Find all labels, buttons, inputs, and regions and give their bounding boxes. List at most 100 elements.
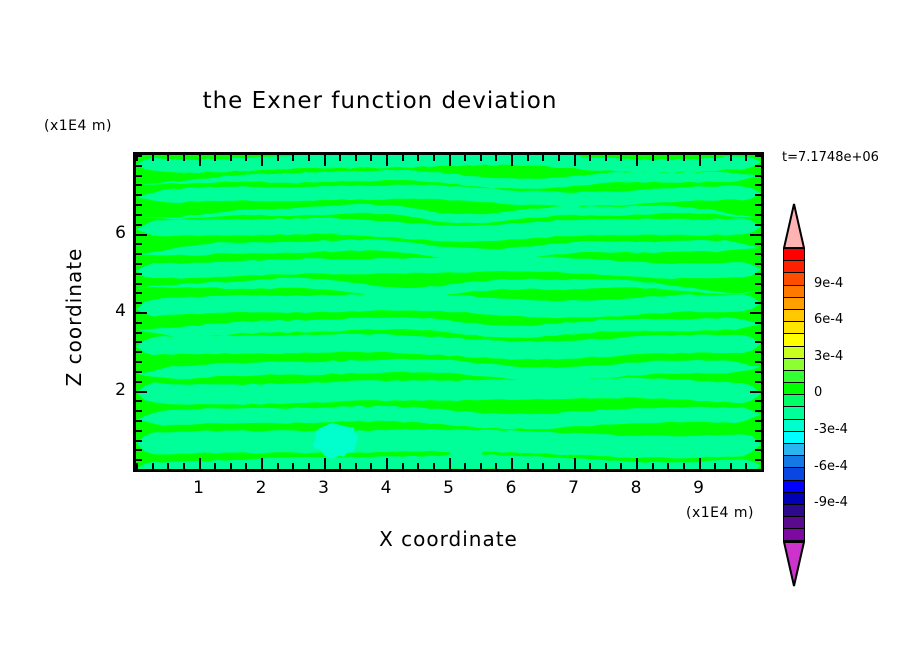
contour-band (136, 255, 761, 279)
colorbar-label: -3e-4 (814, 422, 848, 437)
tick-y-left (136, 262, 142, 265)
tick-y-left (136, 174, 142, 177)
colorbar-swatch (783, 272, 805, 285)
tick-x-bottom (464, 463, 467, 469)
tick-x-top (573, 155, 576, 166)
tick-y-left (136, 184, 142, 187)
tick-x-bottom (667, 463, 670, 469)
tick-y-left (136, 194, 142, 197)
x-axis-unit-label: (x1E4 m) (686, 505, 754, 521)
contour-band (136, 358, 761, 382)
tick-y-left (136, 272, 142, 275)
tick-y-left (136, 390, 147, 393)
colorbar-swatch (783, 284, 805, 297)
tick-y-left (136, 429, 142, 432)
tick-y-left (136, 419, 142, 422)
tick-x-bottom (636, 458, 638, 469)
tick-y-left (136, 331, 142, 334)
tick-x-top (542, 155, 545, 161)
tick-x-top (276, 155, 279, 161)
x-tick-label: 4 (380, 478, 392, 498)
tick-x-bottom (589, 463, 592, 469)
colorbar-top-arrow (783, 203, 805, 249)
colorbar-swatch (783, 418, 805, 431)
tick-y-right (755, 213, 761, 216)
tick-y-left (136, 469, 142, 471)
tick-y-right (750, 312, 761, 314)
colorbar-label: 6e-4 (814, 312, 844, 328)
tick-x-top (198, 155, 201, 166)
tick-x-bottom (682, 463, 685, 469)
colorbar-label: -6e-4 (814, 458, 848, 474)
tick-y-left (136, 282, 142, 285)
tick-x-bottom (729, 463, 732, 469)
contour-field (136, 155, 761, 469)
tick-x-bottom (182, 463, 185, 469)
tick-x-top (479, 155, 482, 161)
tick-y-right (755, 469, 761, 471)
tick-x-top (417, 155, 420, 161)
colorbar-swatch (783, 516, 805, 529)
x-tick-label: 1 (193, 478, 204, 498)
tick-y-left (136, 312, 147, 314)
colorbar-swatch (783, 443, 805, 456)
tick-y-left (136, 351, 142, 354)
tick-y-right (755, 370, 761, 373)
tick-y-right (750, 233, 761, 236)
y-tick-label: 2 (115, 379, 126, 400)
tick-x-bottom (245, 463, 248, 469)
tick-x-top (464, 155, 467, 161)
colorbar-label: 9e-4 (814, 275, 844, 291)
colorbar-swatch (783, 406, 805, 419)
tick-y-left (136, 400, 142, 403)
x-tick-label: 8 (630, 478, 642, 498)
colorbar-swatch (783, 369, 805, 383)
tick-y-right (750, 390, 761, 393)
tick-x-top (292, 155, 295, 161)
colorbar-swatch (783, 296, 805, 309)
x-axis-title: X coordinate (379, 527, 518, 551)
tick-y-left (136, 459, 142, 462)
colorbar-swatch (783, 430, 805, 443)
tick-x-bottom (714, 463, 717, 469)
tick-x-top (261, 155, 263, 166)
tick-y-left (136, 213, 142, 216)
tick-y-right (755, 449, 761, 452)
tick-y-right (755, 400, 761, 403)
contour-band (136, 217, 761, 242)
tick-x-top (448, 155, 451, 166)
tick-y-left (136, 155, 142, 157)
tick-y-right (755, 253, 761, 256)
tick-x-top (761, 155, 763, 161)
tick-x-bottom (573, 458, 576, 469)
colorbar-label: 3e-4 (814, 348, 844, 364)
colorbar-swatch (783, 248, 805, 261)
tick-x-bottom (557, 463, 560, 469)
tick-x-top (354, 155, 357, 161)
colorbar-swatch (783, 467, 805, 480)
colorbar-swatch (783, 260, 805, 273)
tick-x-top (229, 155, 232, 161)
colorbar-swatch (783, 382, 805, 395)
colorbar-label: 0 (814, 385, 823, 401)
tick-x-bottom (276, 463, 279, 469)
tick-y-right (755, 321, 761, 324)
colorbar-swatches (783, 248, 805, 541)
tick-y-right (755, 262, 761, 265)
tick-y-left (136, 204, 142, 207)
x-tick-label: 2 (255, 478, 267, 498)
tick-x-bottom (151, 463, 154, 469)
tick-x-top (386, 155, 388, 166)
colorbar-swatch (783, 503, 805, 517)
colorbar-swatch (783, 357, 805, 370)
y-tick-label: 4 (115, 301, 126, 321)
tick-x-bottom (604, 463, 607, 469)
colorbar-swatch (783, 455, 805, 468)
tick-y-right (755, 282, 761, 285)
contour-plot-area (133, 152, 764, 472)
colorbar: 9e-4 6e-4 3e-4 0 -3e-4 -6e-4 -9e-4 (779, 203, 848, 587)
tick-x-bottom (370, 463, 373, 469)
tick-x-top (182, 155, 185, 161)
tick-y-left (136, 439, 142, 442)
tick-x-top (323, 155, 326, 166)
